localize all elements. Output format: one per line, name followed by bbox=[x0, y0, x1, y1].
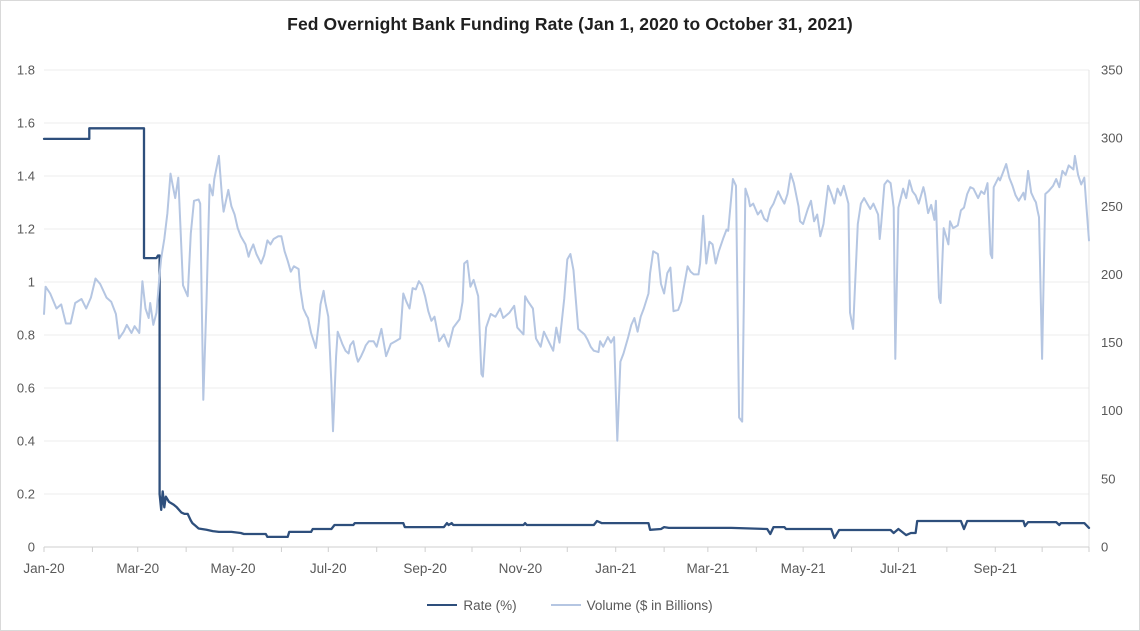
series-line-volume bbox=[43, 154, 1090, 442]
legend-label-rate: Rate (%) bbox=[463, 597, 517, 613]
svg-text:1: 1 bbox=[28, 275, 35, 290]
svg-text:0.2: 0.2 bbox=[17, 487, 35, 502]
svg-text:200: 200 bbox=[1101, 267, 1123, 282]
rate-line-swatch bbox=[427, 604, 458, 606]
svg-text:50: 50 bbox=[1101, 471, 1115, 486]
svg-text:Mar-21: Mar-21 bbox=[686, 561, 729, 576]
svg-text:Jul-20: Jul-20 bbox=[310, 561, 347, 576]
svg-text:0.8: 0.8 bbox=[17, 328, 35, 343]
svg-text:1.6: 1.6 bbox=[17, 116, 35, 131]
legend-item-volume: Volume ($ in Billions) bbox=[550, 597, 713, 613]
svg-text:1.2: 1.2 bbox=[17, 222, 35, 237]
svg-text:Jan-20: Jan-20 bbox=[23, 561, 64, 576]
svg-text:0.6: 0.6 bbox=[17, 381, 35, 396]
svg-text:Sep-21: Sep-21 bbox=[974, 561, 1018, 576]
y-axis-left-labels: 0 0.2 0.4 0.6 0.8 1 1.2 1.4 1.6 1.8 bbox=[17, 63, 35, 555]
chart-legend: Rate (%) Volume ($ in Billions) bbox=[1, 592, 1139, 618]
svg-text:0: 0 bbox=[1101, 540, 1108, 555]
svg-text:1.4: 1.4 bbox=[17, 169, 35, 184]
svg-text:May-21: May-21 bbox=[781, 561, 826, 576]
x-axis bbox=[43, 546, 1090, 552]
svg-text:100: 100 bbox=[1101, 403, 1123, 418]
series-line-rate bbox=[42, 127, 1091, 540]
svg-text:Jan-21: Jan-21 bbox=[595, 561, 636, 576]
svg-text:0: 0 bbox=[28, 540, 35, 555]
svg-text:300: 300 bbox=[1101, 131, 1123, 146]
svg-text:Nov-20: Nov-20 bbox=[499, 561, 543, 576]
gridlines bbox=[44, 69, 1090, 547]
legend-item-rate: Rate (%) bbox=[427, 597, 517, 613]
x-axis-labels: Jan-20 Mar-20 May-20 Jul-20 Sep-20 Nov-20 Jan-… bbox=[23, 561, 1017, 576]
svg-text:Mar-20: Mar-20 bbox=[116, 561, 159, 576]
svg-text:350: 350 bbox=[1101, 63, 1123, 78]
svg-text:250: 250 bbox=[1101, 199, 1123, 214]
svg-text:Jul-21: Jul-21 bbox=[880, 561, 917, 576]
volume-line-swatch bbox=[550, 604, 581, 606]
legend-label-volume: Volume ($ in Billions) bbox=[586, 597, 713, 613]
svg-text:1.8: 1.8 bbox=[17, 63, 35, 78]
y-axis-right-labels: 0 50 100 150 200 250 300 350 bbox=[1101, 63, 1123, 555]
svg-text:May-20: May-20 bbox=[210, 561, 255, 576]
svg-text:Sep-20: Sep-20 bbox=[403, 561, 447, 576]
svg-text:150: 150 bbox=[1101, 335, 1123, 350]
svg-text:0.4: 0.4 bbox=[17, 434, 35, 449]
chart-title: Fed Overnight Bank Funding Rate (Jan 1, … bbox=[287, 14, 853, 34]
